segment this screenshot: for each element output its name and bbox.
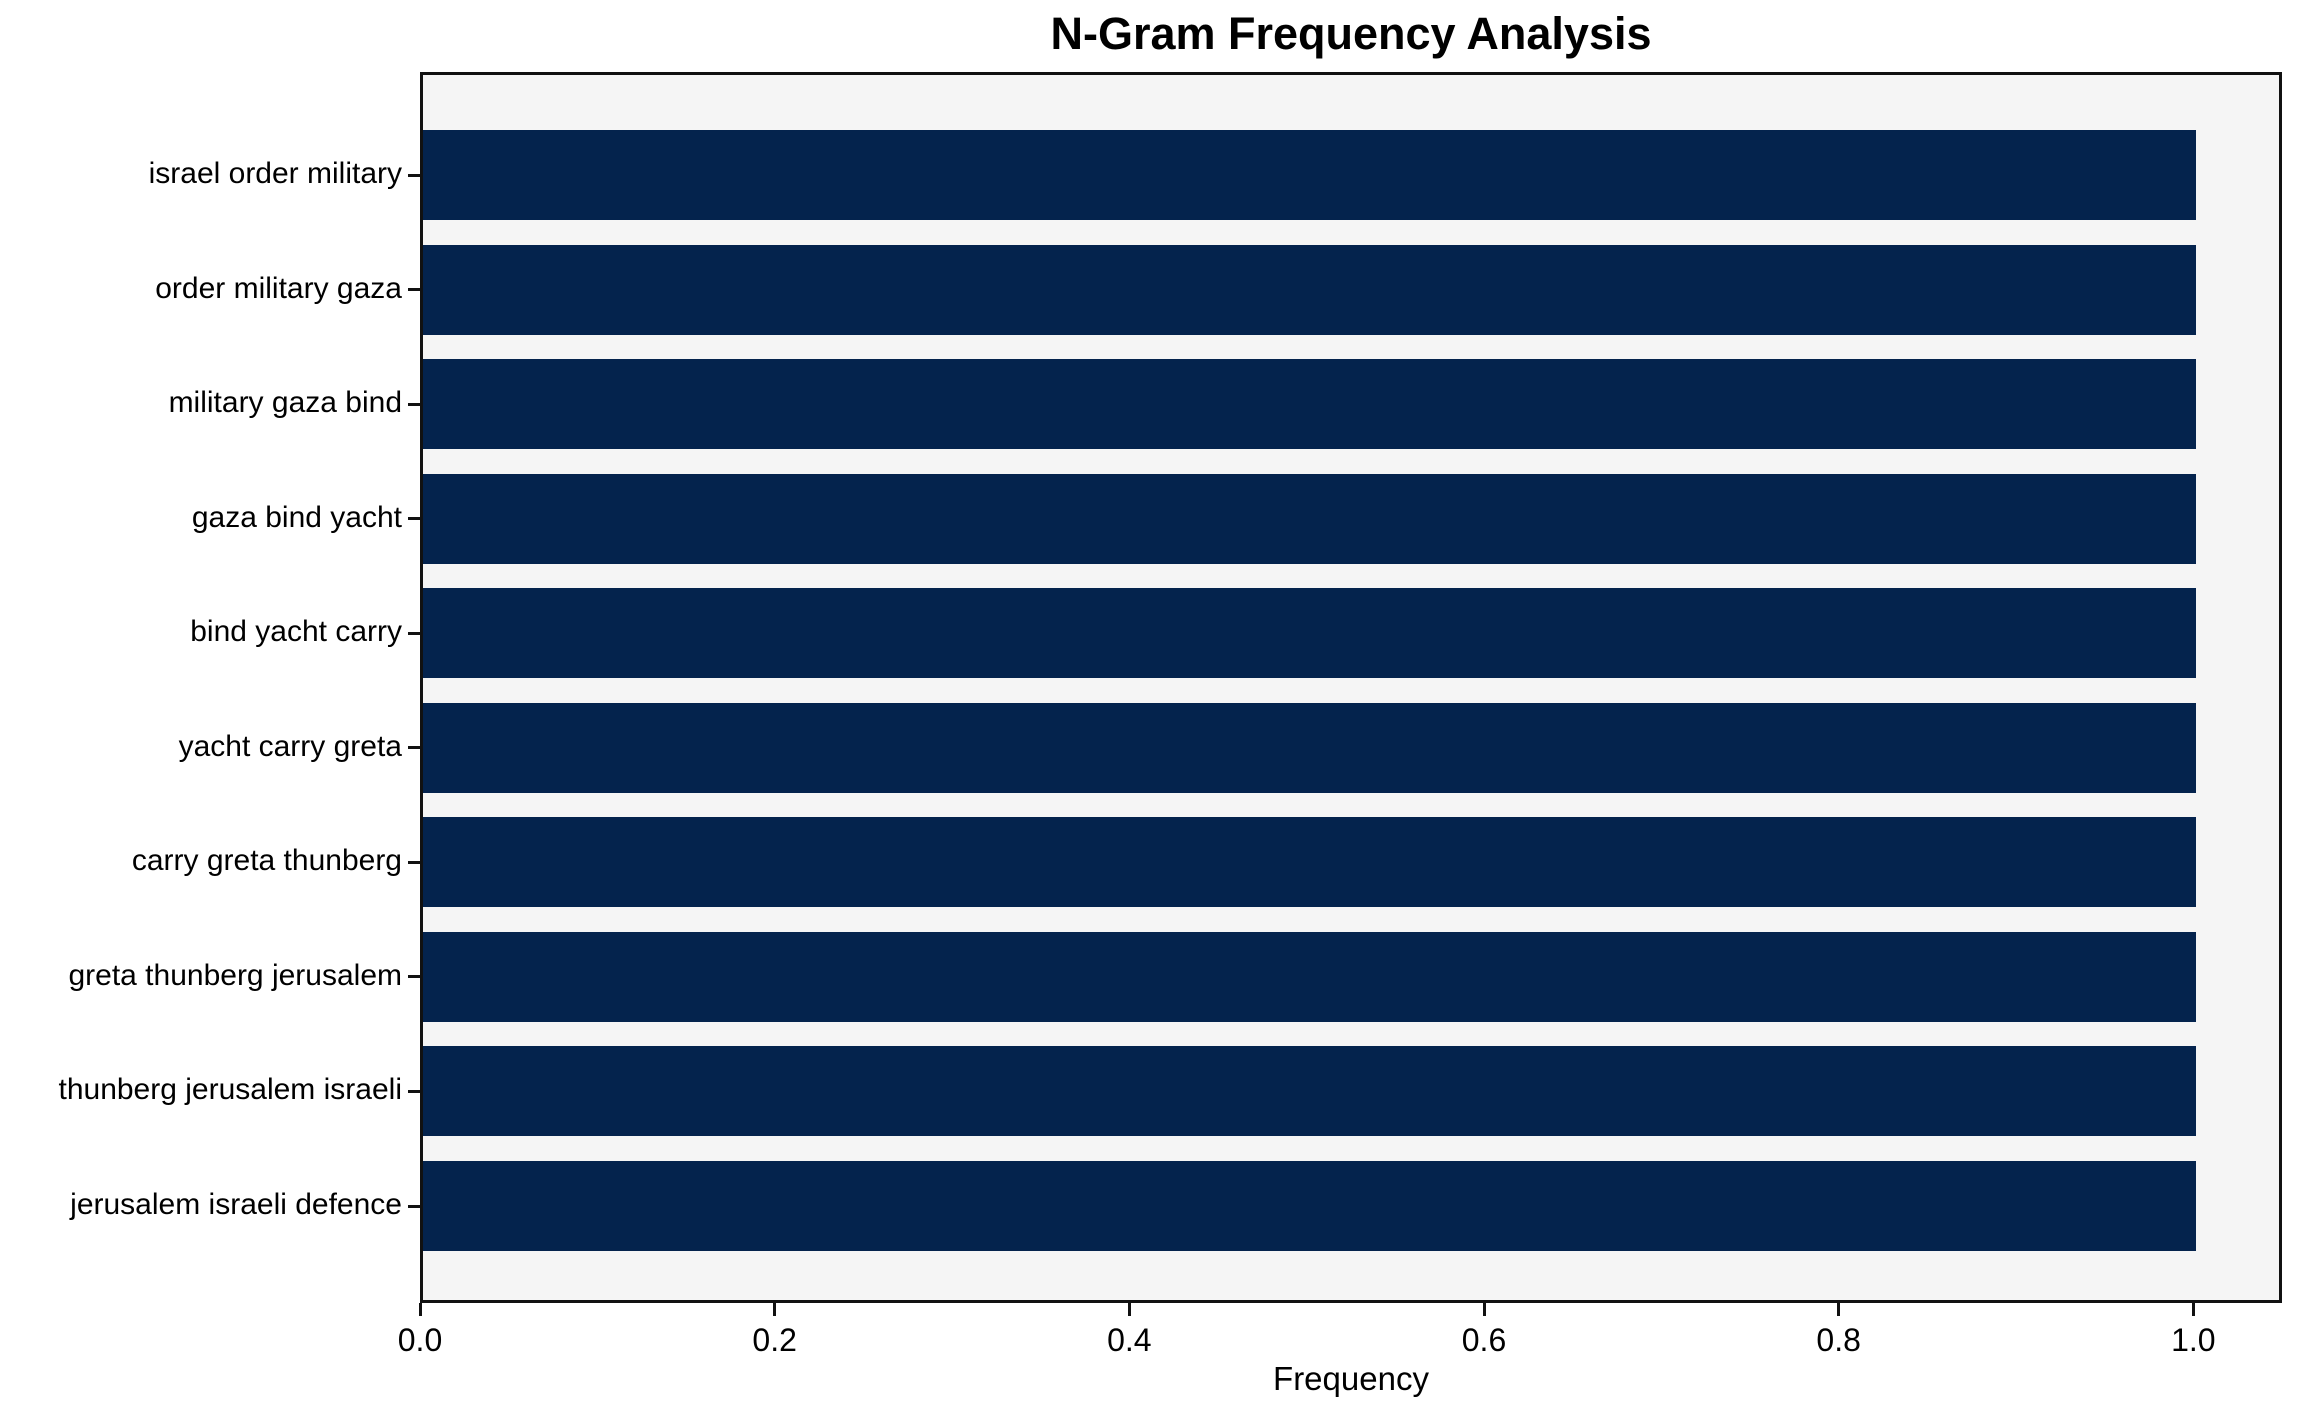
x-tick-mark — [1482, 1303, 1486, 1316]
bar — [423, 244, 2197, 335]
bar — [423, 702, 2197, 793]
x-tick-label: 0.0 — [397, 1322, 443, 1358]
y-tick-mark — [408, 860, 420, 864]
y-tick-mark — [408, 173, 420, 177]
bar — [423, 130, 2197, 220]
y-tick-mark — [408, 631, 420, 635]
x-tick-label: 0.4 — [1107, 1322, 1152, 1358]
x-tick-mark — [1837, 1303, 1841, 1316]
y-tick-mark — [408, 1204, 420, 1208]
y-tick-mark — [408, 288, 420, 292]
y-tick-label: carry greta thunberg — [131, 844, 402, 878]
y-tick-label: gaza bind yacht — [191, 500, 402, 534]
chart-title: N-Gram Frequency Analysis — [1050, 8, 1652, 59]
x-axis-label: Frequency — [1273, 1360, 1429, 1397]
y-tick-mark — [408, 517, 420, 521]
x-tick-label: 0.2 — [752, 1322, 797, 1358]
y-tick-label: greta thunberg jerusalem — [68, 958, 402, 992]
y-tick-mark — [408, 975, 420, 979]
x-tick-label: 1.0 — [2171, 1322, 2216, 1358]
bar — [423, 1161, 2197, 1251]
bar — [423, 931, 2197, 1022]
bar — [423, 359, 2197, 450]
x-tick-label: 0.8 — [1816, 1322, 1861, 1358]
y-tick-mark — [408, 746, 420, 750]
y-tick-label: order military gaza — [155, 271, 402, 305]
y-tick-label: military gaza bind — [168, 386, 402, 420]
plot-area — [420, 72, 2282, 1303]
x-tick-mark — [1127, 1303, 1131, 1316]
y-tick-label: thunberg jerusalem israeli — [58, 1073, 402, 1107]
x-tick-mark — [418, 1303, 422, 1316]
y-tick-label: bind yacht carry — [190, 615, 402, 649]
bar — [423, 1046, 2197, 1137]
y-tick-mark — [408, 1089, 420, 1093]
bar — [423, 588, 2197, 679]
y-tick-label: jerusalem israeli defence — [70, 1188, 402, 1221]
x-tick-mark — [773, 1303, 777, 1316]
y-tick-label: yacht carry greta — [178, 729, 402, 763]
x-tick-mark — [2191, 1303, 2195, 1316]
y-axis: israel order military order military gaza… — [0, 0, 402, 1414]
x-tick-label: 0.6 — [1461, 1322, 1507, 1358]
y-tick-label: israel order military — [148, 157, 402, 190]
bar — [423, 473, 2197, 564]
bar — [423, 817, 2197, 908]
y-tick-mark — [408, 402, 420, 406]
